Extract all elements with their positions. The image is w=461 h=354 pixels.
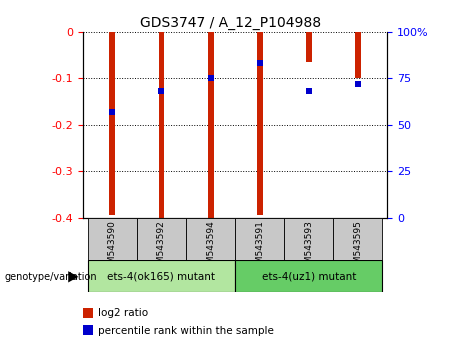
Bar <box>235 218 284 260</box>
Text: GSM543593: GSM543593 <box>304 220 313 275</box>
Bar <box>333 218 382 260</box>
Text: genotype/variation: genotype/variation <box>5 272 97 282</box>
Bar <box>257 32 263 215</box>
Bar <box>88 218 137 260</box>
Text: GSM543595: GSM543595 <box>353 220 362 275</box>
Bar <box>207 32 213 222</box>
Bar <box>284 218 333 260</box>
Bar <box>235 260 382 292</box>
Bar <box>306 32 312 62</box>
Text: log2 ratio: log2 ratio <box>98 308 148 318</box>
Text: GSM543594: GSM543594 <box>206 220 215 275</box>
Text: GSM543591: GSM543591 <box>255 220 264 275</box>
Text: GDS3747 / A_12_P104988: GDS3747 / A_12_P104988 <box>140 16 321 30</box>
Text: ets-4(uz1) mutant: ets-4(uz1) mutant <box>261 271 356 281</box>
Text: ets-4(ok165) mutant: ets-4(ok165) mutant <box>107 271 215 281</box>
Bar <box>159 32 165 222</box>
Bar <box>109 32 115 215</box>
Bar <box>137 218 186 260</box>
Text: GSM543592: GSM543592 <box>157 220 166 275</box>
Bar <box>355 32 361 78</box>
Text: GSM543590: GSM543590 <box>108 220 117 275</box>
Bar <box>186 218 235 260</box>
Bar <box>88 260 235 292</box>
Text: percentile rank within the sample: percentile rank within the sample <box>98 326 274 336</box>
